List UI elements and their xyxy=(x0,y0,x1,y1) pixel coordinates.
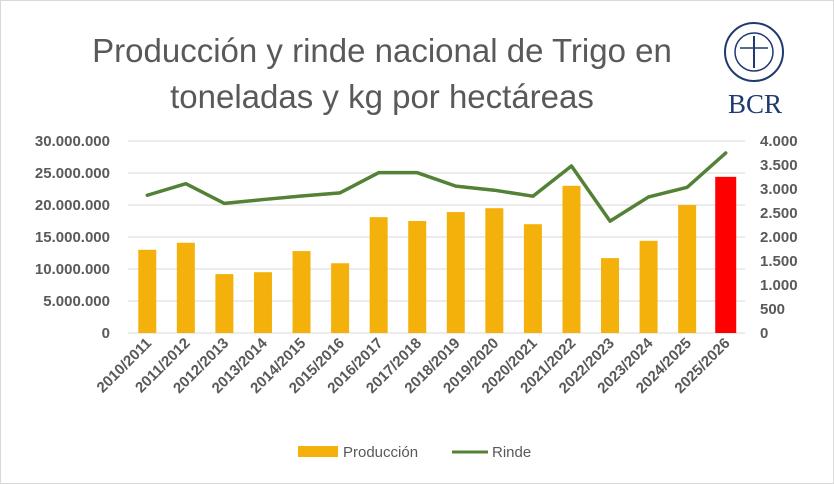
bar-produccion xyxy=(138,249,157,333)
logo-text: BCR xyxy=(728,89,782,119)
chart-title-line-2: toneladas y kg por hectáreas xyxy=(170,78,594,115)
bar-produccion xyxy=(523,224,542,333)
bar-produccion xyxy=(253,272,272,333)
bar-produccion xyxy=(639,240,658,333)
right-axis-tick-label: 4.000 xyxy=(760,133,798,150)
bar-produccion xyxy=(331,263,350,333)
bar-produccion xyxy=(176,242,195,333)
bar-produccion xyxy=(369,217,388,333)
logo-seal-inner xyxy=(734,32,774,72)
bar-produccion xyxy=(408,221,427,333)
bar-produccion xyxy=(715,176,737,333)
right-axis-tick-label: 1.500 xyxy=(760,253,798,270)
right-axis-tick-label: 1.000 xyxy=(760,277,798,294)
logo-seal-outer xyxy=(724,22,784,82)
left-axis-tick-label: 20.000.000 xyxy=(35,197,110,214)
bar-produccion xyxy=(485,208,504,333)
bcr-logo: BCR xyxy=(724,22,784,119)
bar-produccion xyxy=(292,251,311,333)
left-axis-tick-label: 15.000.000 xyxy=(35,229,110,246)
left-axis-tick-label: 5.000.000 xyxy=(43,293,110,310)
right-axis-tick-label: 3.000 xyxy=(760,181,798,198)
right-axis-tick-label: 3.500 xyxy=(760,157,798,174)
legend-swatch-produccion xyxy=(298,446,338,457)
bar-produccion xyxy=(678,205,697,333)
left-axis-tick-label: 0 xyxy=(102,325,110,342)
line-rinde xyxy=(145,151,728,223)
right-axis-tick-label: 2.000 xyxy=(760,229,798,246)
bar-produccion xyxy=(601,258,620,333)
legend: Producción Rinde xyxy=(298,444,531,461)
legend-label-rinde: Rinde xyxy=(492,444,531,461)
right-axis-tick-label: 0 xyxy=(760,325,768,342)
bar-produccion xyxy=(446,212,465,333)
bar-produccion xyxy=(562,185,581,333)
chart-title-line-1: Producción y rinde nacional de Trigo en xyxy=(92,32,672,69)
bar-produccion xyxy=(215,274,234,333)
right-axis-tick-label: 500 xyxy=(760,301,785,318)
left-axis-tick-label: 25.000.000 xyxy=(35,165,110,182)
left-axis-tick-label: 10.000.000 xyxy=(35,261,110,278)
right-axis-tick-label: 2.500 xyxy=(760,205,798,222)
legend-label-produccion: Producción xyxy=(343,444,418,461)
left-axis-tick-label: 30.000.000 xyxy=(35,133,110,150)
